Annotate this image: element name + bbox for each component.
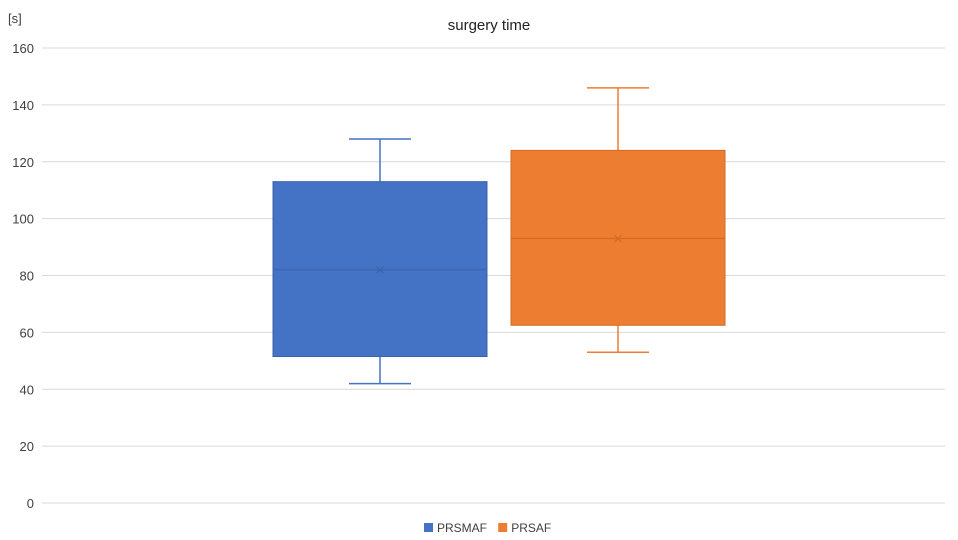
box-plots bbox=[272, 87, 726, 385]
y-tick-label: 40 bbox=[20, 382, 34, 397]
y-tick-label: 140 bbox=[12, 98, 34, 113]
y-tick-label: 80 bbox=[20, 269, 34, 284]
y-axis-unit-label: [s] bbox=[8, 11, 22, 26]
mean-marker bbox=[376, 265, 384, 274]
y-tick-label: 120 bbox=[12, 155, 34, 170]
y-tick-label: 0 bbox=[27, 496, 34, 511]
mean-marker bbox=[614, 234, 622, 243]
y-tick-label: 100 bbox=[12, 212, 34, 227]
y-tick-label: 60 bbox=[20, 325, 34, 340]
box-prsaf bbox=[510, 87, 726, 354]
gridlines bbox=[42, 47, 945, 504]
legend-swatch-prsmaf bbox=[424, 523, 433, 532]
legend: PRSMAF PRSAF bbox=[424, 521, 551, 535]
box-prsmaf bbox=[272, 138, 488, 385]
y-tick-label: 160 bbox=[12, 41, 34, 56]
y-tick-label: 20 bbox=[20, 439, 34, 454]
legend-label-prsaf: PRSAF bbox=[511, 521, 551, 535]
chart-title: surgery time bbox=[448, 17, 531, 34]
legend-label-prsmaf: PRSMAF bbox=[437, 521, 487, 535]
legend-swatch-prsaf bbox=[498, 523, 508, 532]
y-axis-ticks: 0 20 40 60 80 100 120 140 160 bbox=[12, 41, 34, 511]
